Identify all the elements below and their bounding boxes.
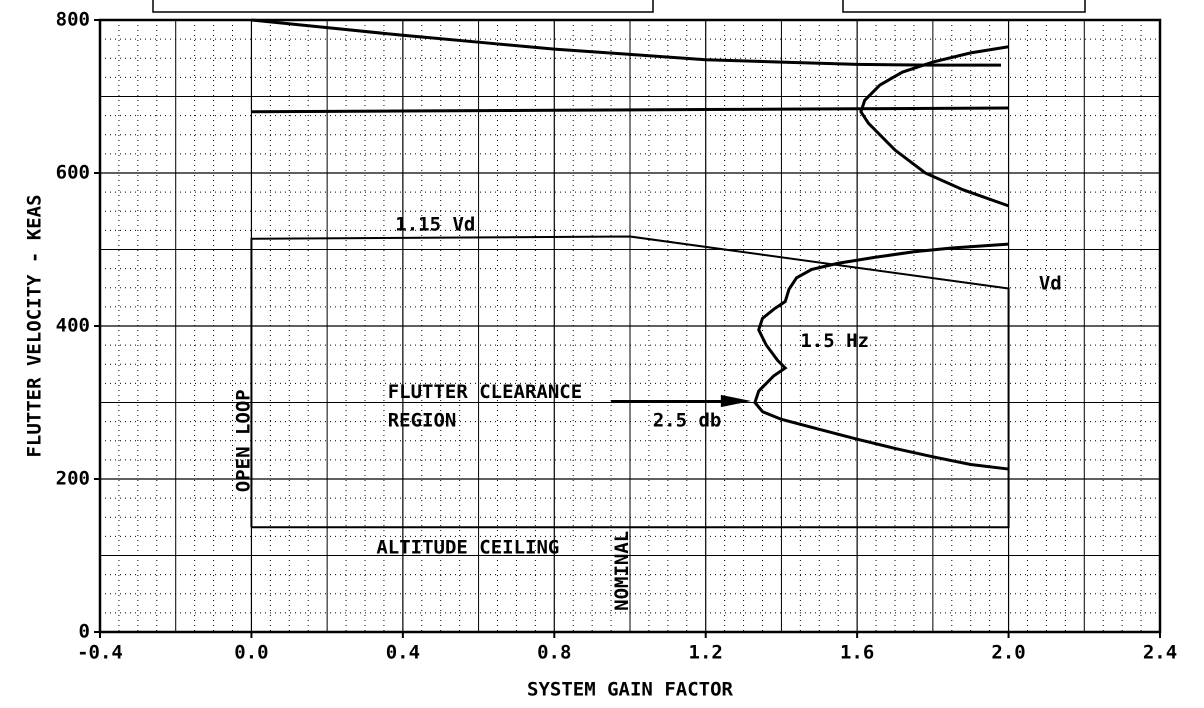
series-line (859, 45, 1010, 208)
x-tick-label: 1.2 (689, 642, 723, 664)
y-tick-label: 600 (56, 162, 90, 184)
x-tick-label: 0.0 (234, 642, 268, 664)
annotation: FLUTTER CLEARANCE (388, 381, 582, 403)
annotation: 2.5 db (653, 409, 722, 431)
y-axis-title: FLUTTER VELOCITY - KEAS (24, 194, 46, 457)
arrow-head (720, 394, 752, 408)
x-tick-label: 2.4 (1143, 642, 1177, 664)
series-line (250, 235, 1010, 529)
series-line (251, 106, 1009, 114)
legend-box (842, 0, 1086, 13)
y-tick-label: 800 (56, 9, 90, 31)
annotation: 1.5 Hz (800, 330, 869, 352)
y-tick-label: 200 (56, 468, 90, 490)
x-tick-label: 1.6 (840, 642, 874, 664)
plot-frame (98, 18, 1162, 634)
annotation: NOMINAL (611, 531, 633, 611)
y-tick-label: 400 (56, 315, 90, 337)
y-tick-label: 0 (79, 621, 90, 643)
legend-box (152, 0, 654, 13)
series-line (251, 18, 1001, 67)
annotation: ALTITUDE CEILING (376, 536, 559, 558)
annotation: REGION (388, 409, 457, 431)
x-axis-title: SYSTEM GAIN FACTOR (527, 679, 733, 701)
annotation: OPEN LOOP (232, 389, 254, 492)
x-tick-label: 0.8 (537, 642, 571, 664)
annotation: Vd (1039, 272, 1062, 294)
annotation: 1.15 Vd (395, 214, 475, 236)
series-line (753, 242, 1009, 471)
x-tick-label: -0.4 (77, 642, 123, 664)
x-tick-label: 2.0 (991, 642, 1025, 664)
x-tick-label: 0.4 (386, 642, 420, 664)
